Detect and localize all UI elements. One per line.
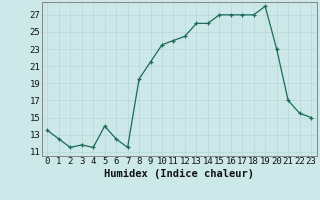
X-axis label: Humidex (Indice chaleur): Humidex (Indice chaleur): [104, 169, 254, 179]
